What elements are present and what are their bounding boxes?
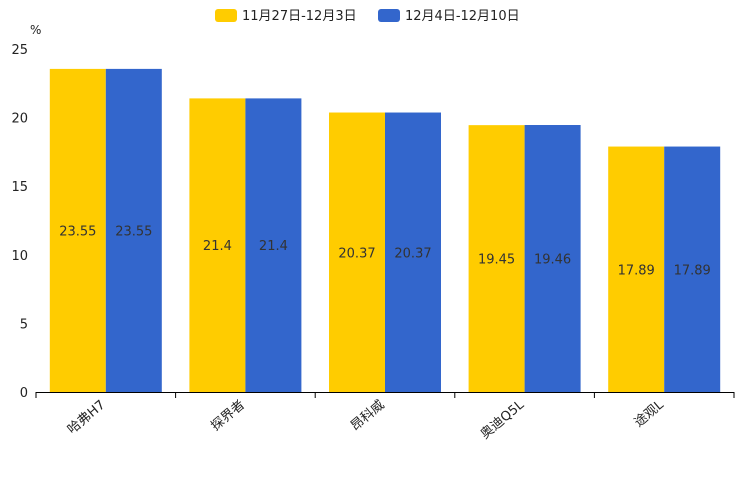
bar[interactable] bbox=[49, 68, 106, 393]
legend-item[interactable]: 12月4日-12月10日 bbox=[378, 9, 520, 24]
bar-value-label: 19.45 bbox=[478, 253, 515, 268]
legend-label: 11月27日-12月3日 bbox=[242, 9, 357, 24]
legend-label: 12月4日-12月10日 bbox=[405, 9, 520, 24]
x-tick-label: 哈弗H7 bbox=[65, 398, 108, 438]
bar-value-label: 19.46 bbox=[534, 253, 571, 268]
bar-value-label: 20.37 bbox=[338, 246, 375, 261]
y-tick-label: 15 bbox=[11, 180, 28, 195]
bar[interactable] bbox=[189, 98, 246, 392]
x-tick-label: 途观L bbox=[631, 396, 667, 430]
bar-value-label: 23.55 bbox=[59, 224, 96, 239]
legend-swatch bbox=[215, 9, 237, 22]
bar-value-label: 17.89 bbox=[674, 263, 711, 278]
y-tick-label: 10 bbox=[11, 249, 28, 264]
bar-value-label: 21.4 bbox=[203, 239, 232, 254]
y-tick-label: 0 bbox=[20, 386, 28, 401]
y-axis: 0 5 10 15 20 25 bbox=[11, 43, 28, 401]
bar[interactable] bbox=[664, 146, 721, 392]
y-axis-unit-label: % bbox=[30, 23, 41, 37]
bar-value-label: 21.4 bbox=[259, 239, 288, 254]
bar[interactable] bbox=[385, 112, 441, 393]
y-tick-label: 25 bbox=[11, 43, 28, 58]
bars: 23.55 23.55 21.4 21.4 20.37 20.37 19.45 19.46 17… bbox=[49, 68, 721, 393]
bar-value-label: 17.89 bbox=[618, 263, 655, 278]
bar[interactable] bbox=[105, 68, 162, 393]
bar[interactable] bbox=[608, 146, 665, 392]
x-tick-label: 奥迪Q5L bbox=[478, 397, 528, 442]
bar-value-label: 20.37 bbox=[394, 246, 431, 261]
bar[interactable] bbox=[329, 112, 385, 393]
x-tick-label: 昂科威 bbox=[348, 398, 388, 435]
x-axis: 哈弗H7 探界者 昂科威 奥迪Q5L 途观L bbox=[35, 392, 735, 442]
y-tick-label: 5 bbox=[20, 317, 28, 332]
legend-swatch bbox=[378, 9, 400, 22]
legend: 11月27日-12月3日 12月4日-12月10日 bbox=[215, 9, 520, 24]
bar[interactable] bbox=[468, 125, 525, 393]
bar[interactable] bbox=[245, 98, 302, 392]
legend-item[interactable]: 11月27日-12月3日 bbox=[215, 9, 357, 24]
bar-value-label: 23.55 bbox=[115, 224, 152, 239]
y-tick-label: 20 bbox=[11, 112, 28, 127]
x-tick-label: 探界者 bbox=[208, 398, 248, 435]
bar[interactable] bbox=[524, 125, 581, 393]
